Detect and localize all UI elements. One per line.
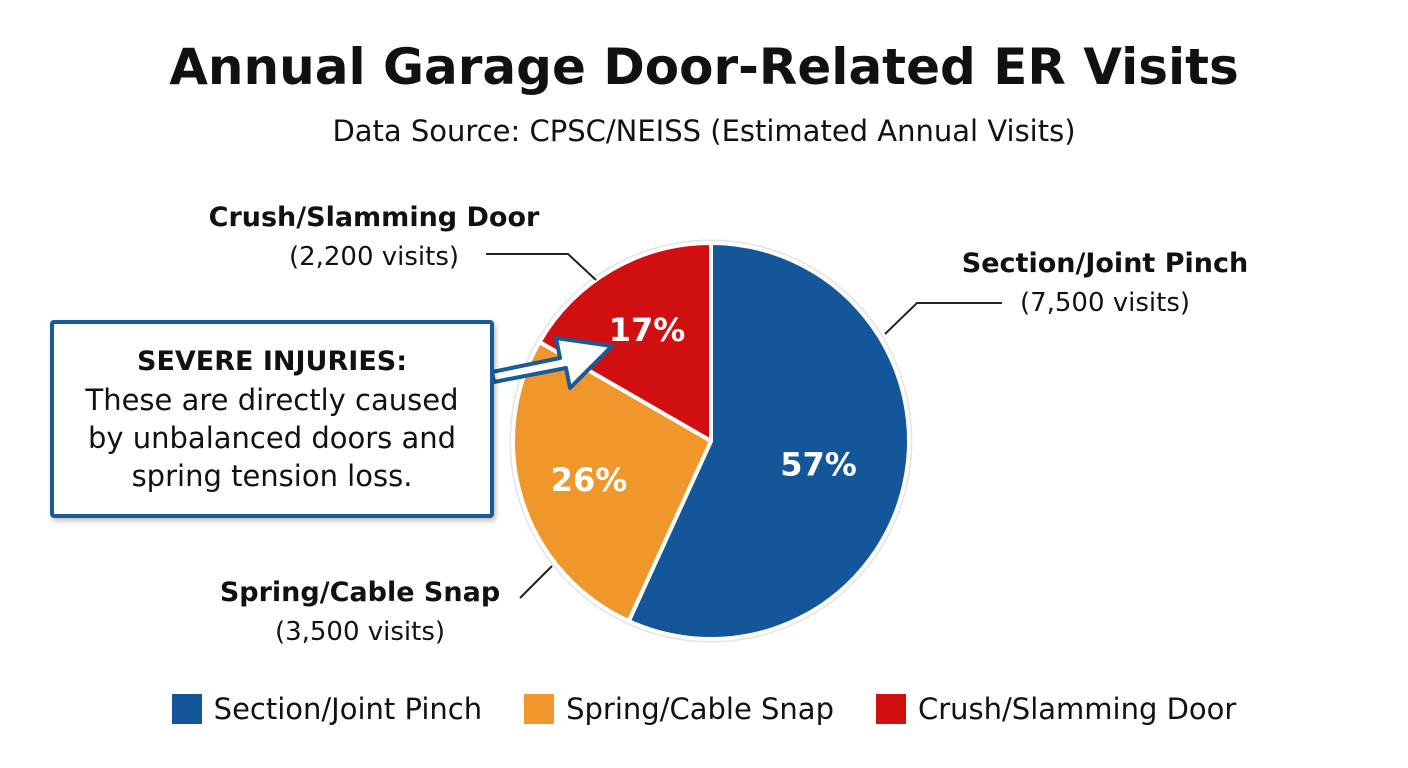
callout-heading: SEVERE INJURIES: xyxy=(137,346,407,377)
legend-label: Spring/Cable Snap xyxy=(566,692,834,726)
leader-lines xyxy=(486,253,1002,599)
percent-label: 57% xyxy=(780,445,857,483)
slice-labels: Section/Joint Pinch (7,500 visits) Spring/… xyxy=(209,202,1249,647)
percent-label: 26% xyxy=(551,461,628,499)
slice-name-label: Spring/Cable Snap xyxy=(220,577,500,608)
pie-slice-section-joint-pinch xyxy=(626,241,911,641)
slice-name-label: Section/Joint Pinch xyxy=(962,248,1248,279)
severe-injuries-callout: SEVERE INJURIES: These are directly caus… xyxy=(50,320,494,518)
callout-arrow xyxy=(490,336,614,390)
legend-item: Crush/Slamming Door xyxy=(875,692,1237,726)
chart-subtitle: Data Source: CPSC/NEISS (Estimated Annua… xyxy=(332,114,1076,148)
leader-line xyxy=(486,253,597,281)
slice-name-label: Crush/Slamming Door xyxy=(209,202,540,233)
pie-slice-crush-slamming-door xyxy=(537,241,713,443)
slice-count-label: (3,500 visits) xyxy=(275,617,445,647)
legend-swatch xyxy=(875,694,906,724)
legend-swatch xyxy=(524,694,555,724)
pie-slices xyxy=(509,239,913,643)
percent-label: 17% xyxy=(609,311,686,349)
legend-label: Crush/Slamming Door xyxy=(917,692,1237,726)
slice-count-label: (7,500 visits) xyxy=(1020,288,1190,318)
legend-swatch xyxy=(171,694,202,724)
leader-line xyxy=(519,565,553,599)
chart-title: Annual Garage Door-Related ER Visits xyxy=(169,38,1239,96)
slice-count-label: (2,200 visits) xyxy=(289,242,459,272)
legend-label: Section/Joint Pinch xyxy=(213,692,483,726)
legend-item: Section/Joint Pinch xyxy=(171,692,483,726)
callout-body: These are directly caused by unbalanced … xyxy=(85,383,459,493)
legend-item: Spring/Cable Snap xyxy=(524,692,834,726)
legend: Section/Joint Pinch Spring/Cable Snap Crus… xyxy=(0,692,1408,726)
percent-labels: 57% 26% 17% xyxy=(551,311,857,499)
leader-line xyxy=(884,302,1002,335)
